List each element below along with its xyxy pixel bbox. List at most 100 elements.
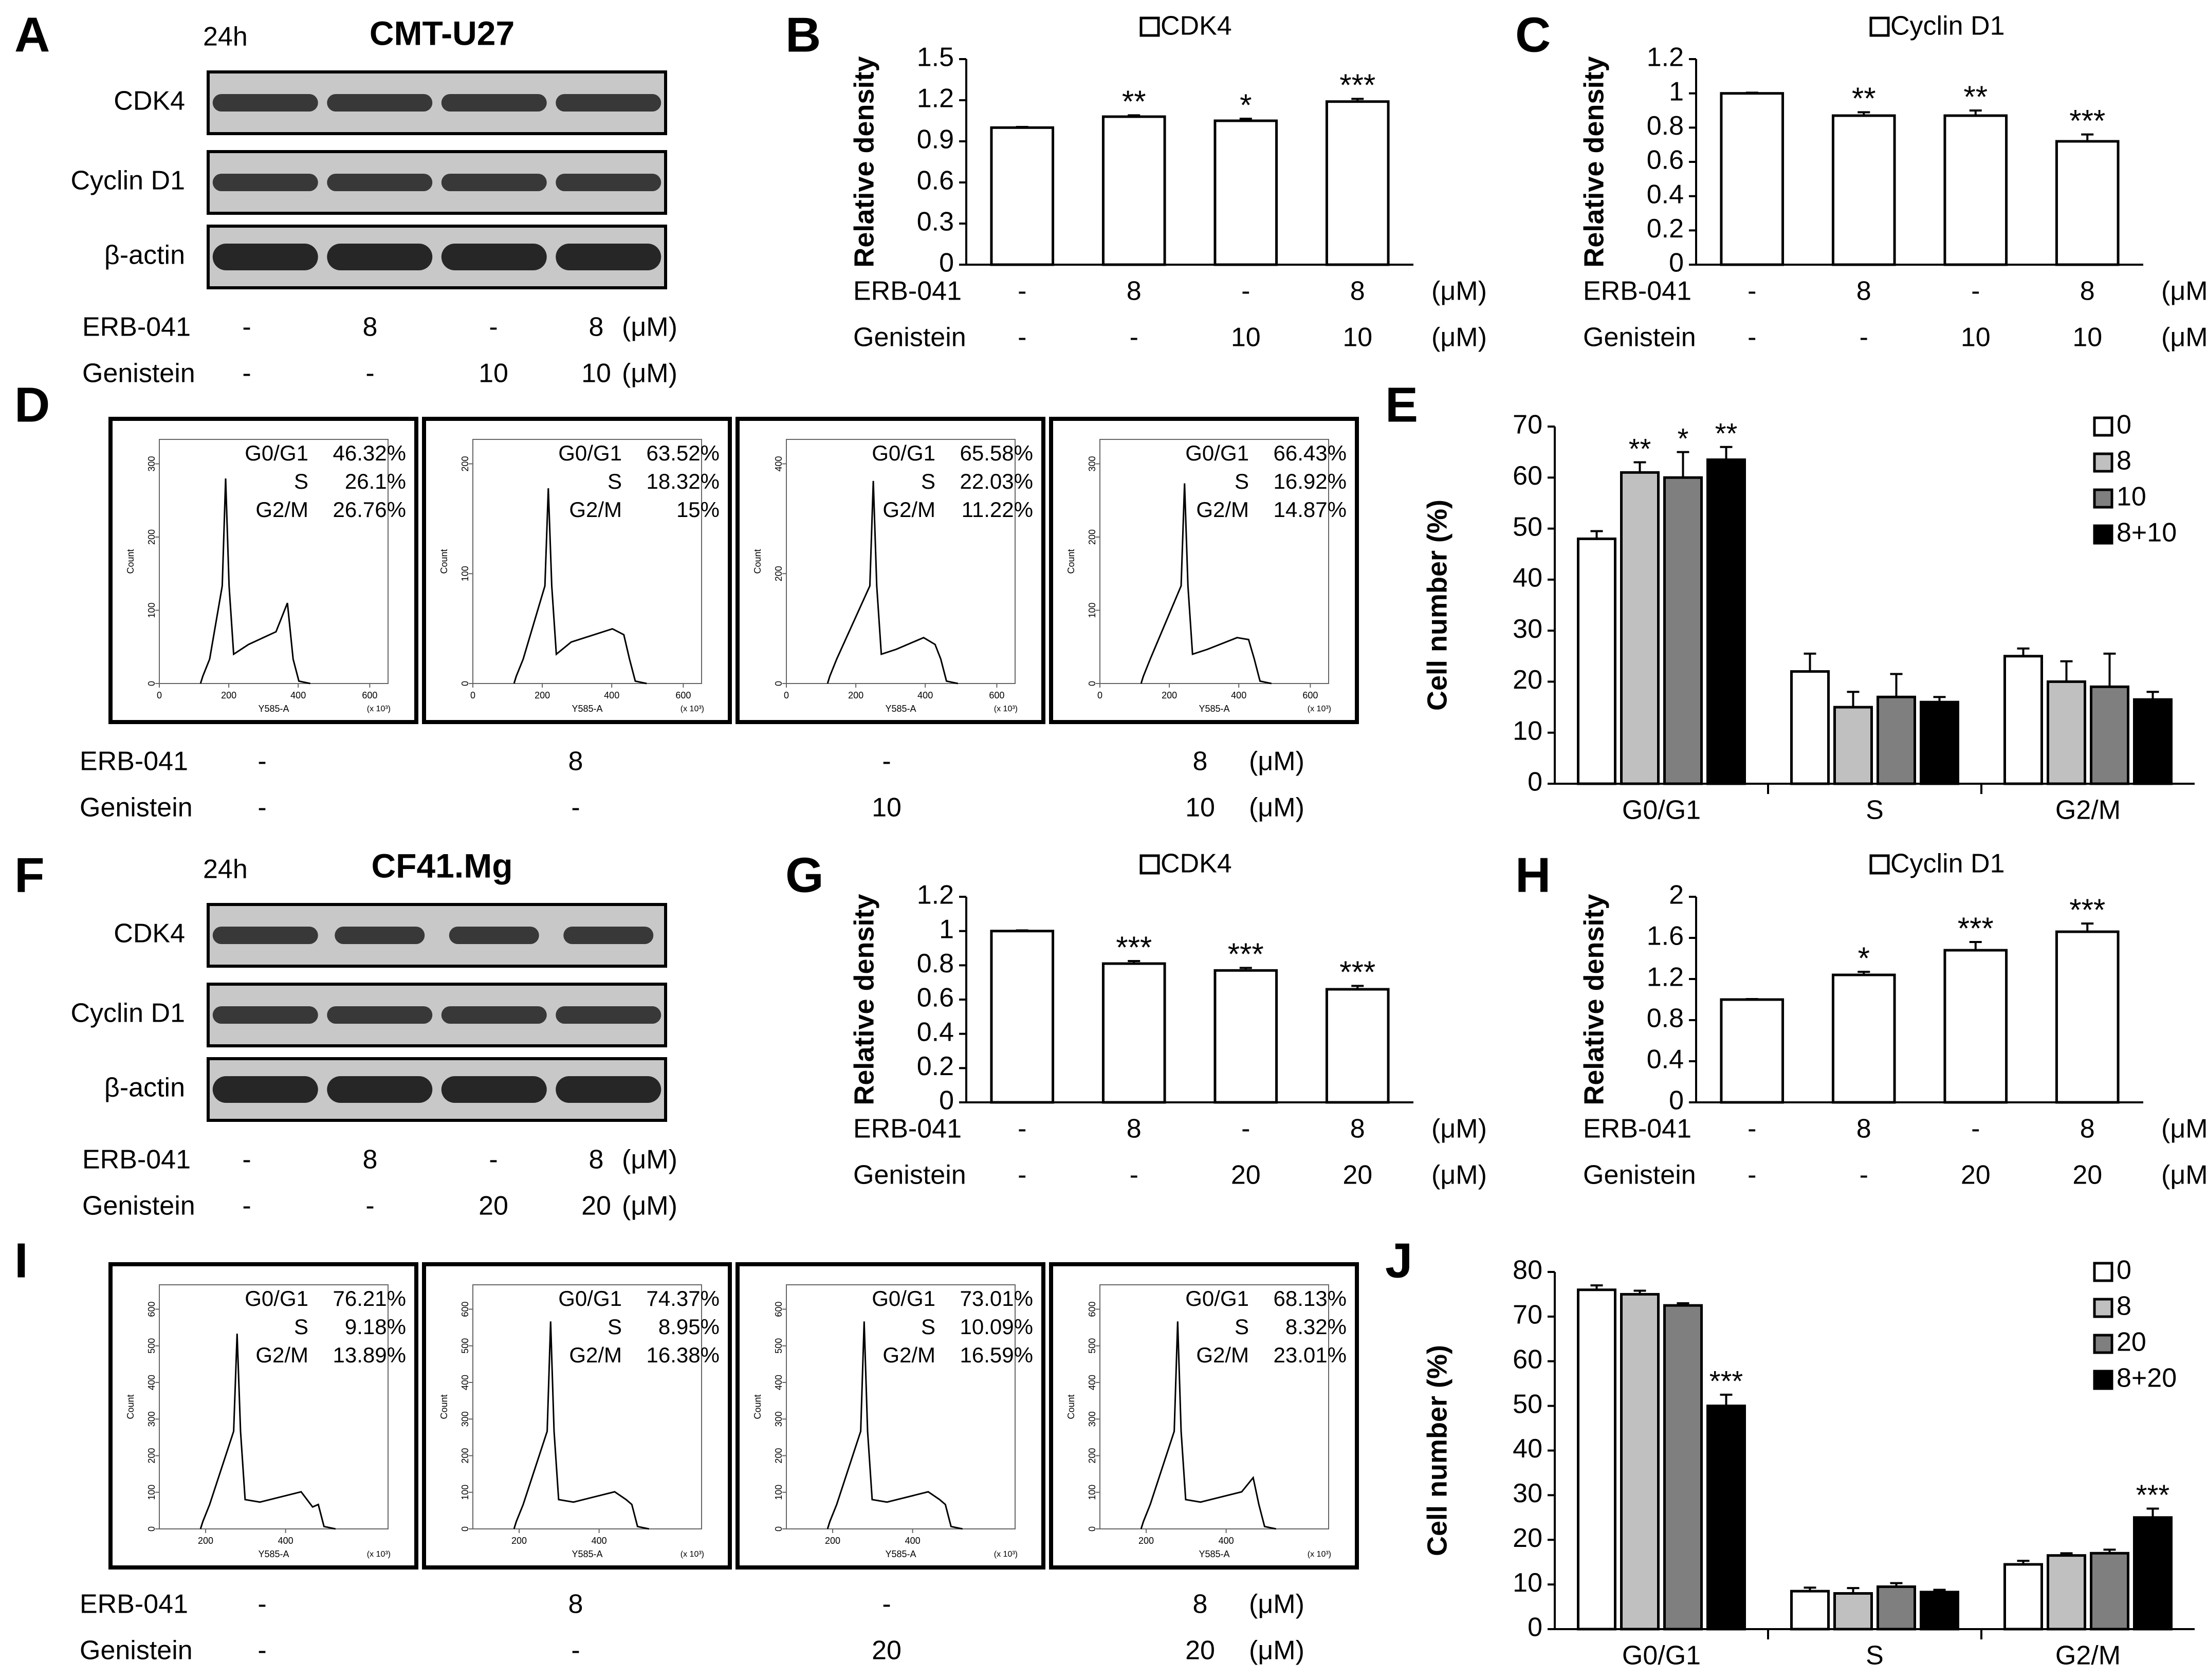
x-axis-label: Y585-A <box>572 704 602 714</box>
bar <box>2055 140 2120 266</box>
y-tick-label: 400 <box>774 456 784 471</box>
genistein-dose: 10 <box>479 359 508 389</box>
erb-041-dose: 8 <box>1856 1114 1871 1144</box>
protein-band <box>556 1006 661 1024</box>
legend-label: 0 <box>2117 410 2131 440</box>
x-axis-unit: (x 10³) <box>994 705 1018 713</box>
y-tick-label: 1.2 <box>1647 43 1684 72</box>
erb-041-label: ERB-041 <box>82 1145 191 1175</box>
histogram-trace <box>1140 1321 1277 1530</box>
y-tick-label: 0 <box>939 1086 954 1116</box>
panel-label-g: G <box>785 847 824 902</box>
legend-label: 8+10 <box>2117 518 2177 548</box>
unit-label: (μM) <box>1249 747 1304 777</box>
bar <box>2047 680 2086 785</box>
erb-041-dose: - <box>1971 276 1980 306</box>
bar <box>2090 1552 2129 1631</box>
western-blot-f: 24h CF41.Mg CDK4 Cyclin D1 β-actin <box>71 846 667 1122</box>
phase-label: G2/M <box>255 497 308 522</box>
phase-percentage: 26.76% <box>333 497 406 522</box>
y-tick-label: 200 <box>1087 529 1097 545</box>
y-tick-label: 20 <box>1513 1523 1542 1553</box>
protein-band <box>441 244 547 270</box>
genistein-dose: 10 <box>872 793 902 823</box>
bar <box>1790 670 1830 785</box>
y-tick-label: 1 <box>939 914 954 944</box>
significance-marker: * <box>1678 422 1689 454</box>
x-tick-label: G0/G1 <box>1622 796 1701 825</box>
protein-band <box>212 174 318 191</box>
y-tick-label: 1.2 <box>1647 963 1684 992</box>
phase-label: G2/M <box>882 1343 935 1367</box>
y-tick-label: 1 <box>1669 77 1684 106</box>
x-tick-label: 400 <box>905 1536 921 1546</box>
protein-band <box>441 1006 547 1024</box>
histogram-frame <box>422 1262 732 1570</box>
legend-label: Cyclin D1 <box>1890 849 2005 879</box>
y-tick-label: 0.8 <box>1647 1004 1684 1033</box>
y-tick-label: 1.6 <box>1647 921 1684 951</box>
plot-area <box>472 439 702 684</box>
western-blot-a: 24h CMT-U27 CDK4 Cyclin D1 β-actin <box>71 14 667 289</box>
bar <box>2047 1554 2086 1631</box>
protein-band <box>327 1006 433 1024</box>
erb-041-dose: 8 <box>2080 1114 2095 1144</box>
plot-area <box>159 1284 389 1529</box>
phase-label: G0/G1 <box>1185 441 1249 465</box>
y-tick-label: 200 <box>460 456 470 471</box>
y-axis-label: Count <box>1066 549 1076 574</box>
erb-041-dose: 8 <box>1193 747 1208 777</box>
y-tick-label: 600 <box>1087 1301 1097 1317</box>
phase-label: G2/M <box>1196 1343 1249 1367</box>
y-tick-label: 0 <box>939 248 954 278</box>
y-tick-label: 100 <box>460 566 470 581</box>
legend-label: 0 <box>2117 1256 2131 1285</box>
bar <box>990 126 1055 266</box>
x-tick-label: G0/G1 <box>1622 1641 1701 1671</box>
x-tick-label: 200 <box>535 690 550 700</box>
unit-label: (μM) <box>622 312 677 342</box>
bar <box>2090 685 2129 785</box>
phase-percentage: 10.09% <box>960 1315 1033 1339</box>
unit-label: (μM) <box>1249 793 1304 823</box>
y-tick-label: 500 <box>460 1338 470 1354</box>
x-tick-label: 200 <box>825 1536 840 1546</box>
x-tick-label: 200 <box>198 1536 213 1546</box>
y-tick-label: 60 <box>1513 461 1542 491</box>
y-tick-label: 20 <box>1513 665 1542 695</box>
genistein-dose: 20 <box>1961 1160 1991 1190</box>
y-tick-label: 0.6 <box>1647 145 1684 175</box>
x-axis-unit: (x 10³) <box>367 705 391 713</box>
y-axis-label: Count <box>752 1394 763 1419</box>
y-tick-label: 50 <box>1513 1389 1542 1419</box>
significance-marker: *** <box>1339 68 1375 102</box>
time-label: 24h <box>203 855 248 884</box>
y-tick-label: 1.5 <box>917 43 954 72</box>
unit-label: (μM) <box>1431 1114 1487 1144</box>
phase-label: G2/M <box>255 1343 308 1367</box>
significance-marker: ** <box>1122 84 1146 119</box>
y-axis-label: Count <box>1066 1394 1076 1419</box>
x-tick-label: G2/M <box>2055 1641 2121 1671</box>
unit-label: (μM) <box>622 1191 677 1221</box>
histogram-trace <box>199 478 311 685</box>
protein-band <box>563 927 654 944</box>
genistein-label: Genistein <box>82 359 195 389</box>
phase-label: G0/G1 <box>245 441 308 465</box>
legend-label: 10 <box>2117 482 2146 512</box>
legend-swatch <box>1869 16 1890 37</box>
significance-marker: *** <box>1228 937 1264 971</box>
histogram-frame <box>1049 417 1359 724</box>
y-tick-label: 0 <box>146 1526 157 1531</box>
genistein-dose: - <box>258 1636 266 1666</box>
cell-line-title: CF41.Mg <box>371 846 512 884</box>
erb-041-dose: - <box>1241 276 1250 306</box>
bar <box>1577 537 1616 785</box>
significance-marker: *** <box>1339 955 1375 989</box>
y-tick-label: 0 <box>1528 1613 1542 1642</box>
legend-swatch <box>1139 16 1160 37</box>
protein-band <box>449 927 539 944</box>
genistein-dose: - <box>571 793 580 823</box>
genistein-dose: 20 <box>1185 1636 1215 1666</box>
genistein-dose: - <box>1018 323 1026 353</box>
